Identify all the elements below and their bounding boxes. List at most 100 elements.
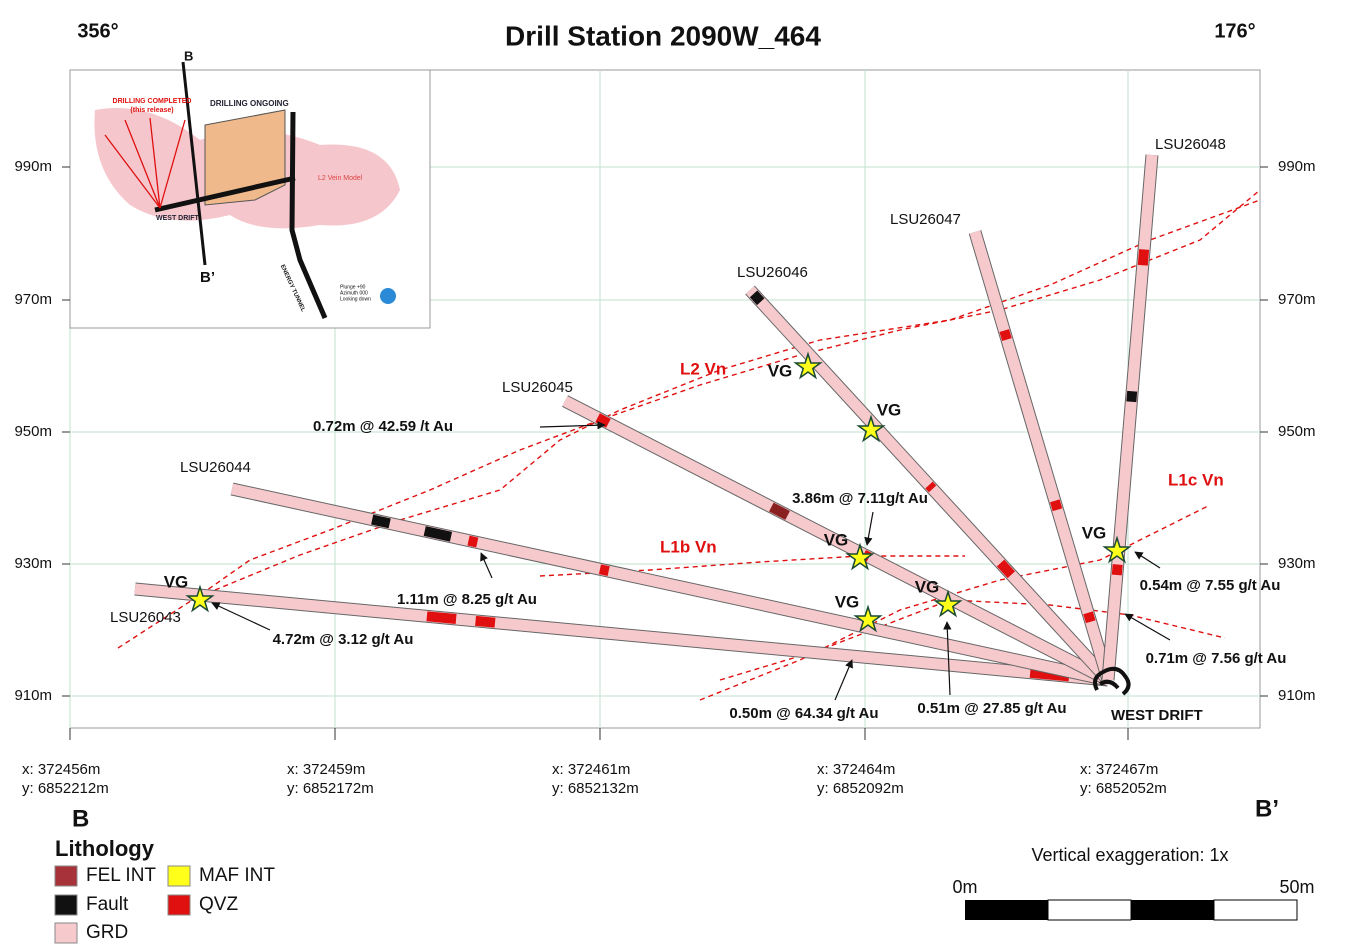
scale-block <box>1131 900 1214 920</box>
legend-label: FEL INT <box>86 865 156 886</box>
section-end: B’ <box>1255 795 1279 822</box>
inset-label: B <box>184 48 193 63</box>
lithology-interval <box>598 564 610 577</box>
intercept-arrow <box>864 511 874 546</box>
inset-map <box>69 61 431 329</box>
legend-swatch <box>54 922 78 944</box>
vg-star <box>185 584 215 613</box>
coordinate-label: x: 372459m <box>287 761 365 778</box>
lithology-interval <box>1137 249 1150 266</box>
elevation-label: 990m <box>14 158 52 175</box>
intercept-arrow <box>539 421 606 430</box>
bearing: 176° <box>1214 20 1255 42</box>
intercept-arrow <box>1124 613 1171 641</box>
vg-label: VG <box>835 592 860 611</box>
hole <box>1102 154 1158 681</box>
hole <box>134 583 1109 686</box>
vein-label: L2 Vn <box>680 359 726 378</box>
coordinate-label: y: 6852172m <box>287 780 374 797</box>
intercept-label: 4.72m @ 3.12 g/t Au <box>273 631 414 648</box>
vg-label: VG <box>877 400 902 419</box>
hole-label: LSU26046 <box>737 264 808 281</box>
inset-holes <box>104 117 186 209</box>
legend-swatch <box>167 865 191 887</box>
scale-block <box>1213 899 1298 921</box>
lithology-interval <box>475 615 496 628</box>
inset-globe <box>380 288 396 304</box>
lithology-interval <box>1083 611 1096 624</box>
scale-label: 50m <box>1279 877 1314 897</box>
drift <box>1093 666 1131 696</box>
lithology-interval <box>595 413 611 428</box>
hole <box>562 396 1111 685</box>
holes <box>134 154 1159 687</box>
lithology-interval <box>925 481 937 493</box>
scale-block <box>965 900 1048 920</box>
inset-label: WEST DRIFT <box>156 215 199 222</box>
elevation-label: 990m <box>1278 158 1316 175</box>
vg-label: VG <box>768 361 793 380</box>
inset-label: DRILLING COMPLETED <box>113 98 192 105</box>
inset-section <box>181 61 207 266</box>
legend-swatch <box>54 894 78 916</box>
coordinate-label: y: 6852052m <box>1080 780 1167 797</box>
hole-label: LSU26044 <box>180 459 251 476</box>
inset-label: Azimuth 000 <box>340 290 368 296</box>
elevation-label: 930m <box>1278 555 1316 572</box>
inset-tunnel <box>289 111 328 319</box>
inset-label: B’ <box>200 269 215 286</box>
elevation-label: 910m <box>14 687 52 704</box>
coordinate-label: y: 6852092m <box>817 780 904 797</box>
legend-label: GRD <box>86 922 128 943</box>
vg-star <box>1102 535 1132 564</box>
coordinate-label: x: 372456m <box>22 761 100 778</box>
intercept-label: 0.51m @ 27.85 g/t Au <box>917 700 1066 717</box>
vg-label: VG <box>824 530 849 549</box>
intercept-arrow <box>480 552 493 579</box>
lithology-interval <box>371 514 391 529</box>
lithology-interval <box>423 526 453 542</box>
elevation-label: 950m <box>14 423 52 440</box>
scale-label: 0m <box>952 877 977 897</box>
intercept-label: 0.72m @ 42.59 /t Au <box>313 418 453 435</box>
scale-block <box>1047 899 1132 921</box>
lithology-interval <box>467 535 479 548</box>
coordinate-label: x: 372467m <box>1080 761 1158 778</box>
intercept-label: 0.50m @ 64.34 g/t Au <box>729 705 878 722</box>
inset-label: Looking down <box>340 296 371 302</box>
hole-label: LSU26047 <box>890 211 961 228</box>
intercept-arrow <box>943 621 952 696</box>
drift-label: WEST DRIFT <box>1111 707 1203 724</box>
elevation-label: 950m <box>1278 423 1316 440</box>
vein-label: L1c Vn <box>1168 470 1224 489</box>
inset-ongoing <box>204 109 286 206</box>
inset-drift <box>154 175 296 213</box>
elevation-label: 910m <box>1278 687 1316 704</box>
hole <box>969 230 1114 682</box>
lithology-interval <box>426 611 457 625</box>
scale-note: Vertical exaggeration: 1x <box>1031 845 1228 865</box>
lithology-interval <box>1111 564 1123 576</box>
vg-label: VG <box>915 577 940 596</box>
vein-label: L1b Vn <box>660 537 717 556</box>
lithology-interval <box>1126 390 1138 403</box>
coordinate-label: x: 372461m <box>552 761 630 778</box>
legend-label: Fault <box>86 894 129 915</box>
vg-star <box>853 604 883 633</box>
bearing: 356° <box>77 20 118 42</box>
hole-label: LSU26043 <box>110 609 181 626</box>
lithology-interval <box>1050 499 1063 512</box>
lithology-interval <box>749 290 765 306</box>
intercept-arrow <box>211 602 271 631</box>
elevation-label: 930m <box>14 555 52 572</box>
elevation-label: 970m <box>1278 291 1316 308</box>
lithology-interval <box>999 329 1012 341</box>
intercept-label: 3.86m @ 7.11g/t Au <box>792 490 928 507</box>
elevation-label: 970m <box>14 291 52 308</box>
vg-star <box>845 542 875 571</box>
legend-swatch <box>54 865 78 887</box>
intercept-label: 0.54m @ 7.55 g/t Au <box>1140 577 1281 594</box>
inset-label: (this release) <box>130 107 173 114</box>
